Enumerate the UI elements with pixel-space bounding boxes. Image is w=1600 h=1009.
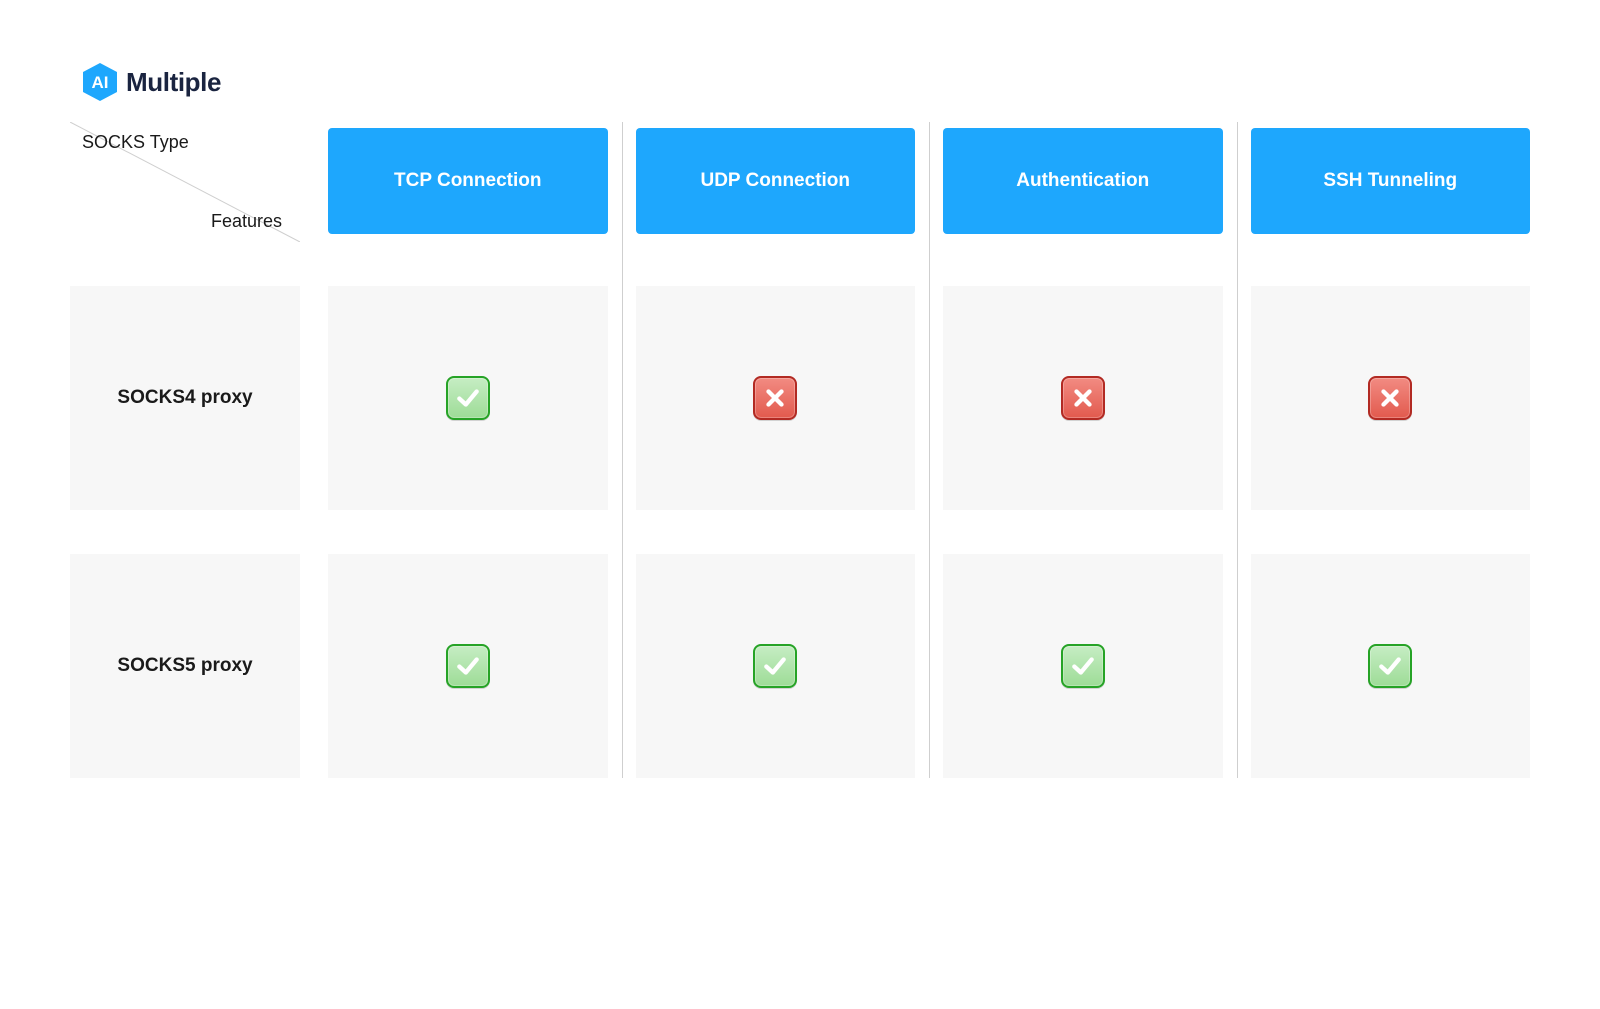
spacer	[943, 242, 1223, 286]
spacer	[943, 510, 1223, 554]
table-cell	[636, 554, 916, 778]
table-cell	[328, 554, 608, 778]
spacer	[1251, 510, 1531, 554]
column-header: UDP Connection	[636, 128, 916, 234]
table-cell	[1251, 554, 1531, 778]
table-cell	[636, 286, 916, 510]
table-cell	[328, 286, 608, 510]
spacer	[1251, 242, 1531, 286]
spacer	[636, 510, 916, 554]
cross-icon	[1061, 376, 1105, 420]
column-separator	[1237, 122, 1238, 778]
column-header: SSH Tunneling	[1251, 128, 1531, 234]
row-label: SOCKS5 proxy	[70, 554, 300, 778]
column-separator	[622, 122, 623, 778]
spacer	[328, 510, 608, 554]
spacer	[636, 242, 916, 286]
check-icon	[1368, 644, 1412, 688]
table-cell	[943, 286, 1223, 510]
table-corner: SOCKS Type Features	[70, 122, 300, 242]
row-label: SOCKS4 proxy	[70, 286, 300, 510]
cross-icon	[1368, 376, 1412, 420]
spacer	[328, 242, 608, 286]
spacer	[70, 510, 300, 554]
cross-icon	[753, 376, 797, 420]
spacer	[70, 242, 300, 286]
column-header: TCP Connection	[328, 128, 608, 234]
logo-hex-icon: AI	[78, 60, 122, 104]
check-icon	[446, 376, 490, 420]
column-separator	[929, 122, 930, 778]
check-icon	[753, 644, 797, 688]
column-header: Authentication	[943, 128, 1223, 234]
brand-logo: AI Multiple	[70, 60, 1530, 104]
brand-name: Multiple	[126, 67, 221, 98]
corner-label-bottom: Features	[211, 211, 282, 232]
svg-text:AI: AI	[92, 73, 109, 92]
comparison-table: SOCKS Type Features TCP Connection UDP Con…	[70, 122, 1530, 778]
corner-label-top: SOCKS Type	[82, 132, 189, 153]
check-icon	[1061, 644, 1105, 688]
check-icon	[446, 644, 490, 688]
table-cell	[943, 554, 1223, 778]
table-cell	[1251, 286, 1531, 510]
